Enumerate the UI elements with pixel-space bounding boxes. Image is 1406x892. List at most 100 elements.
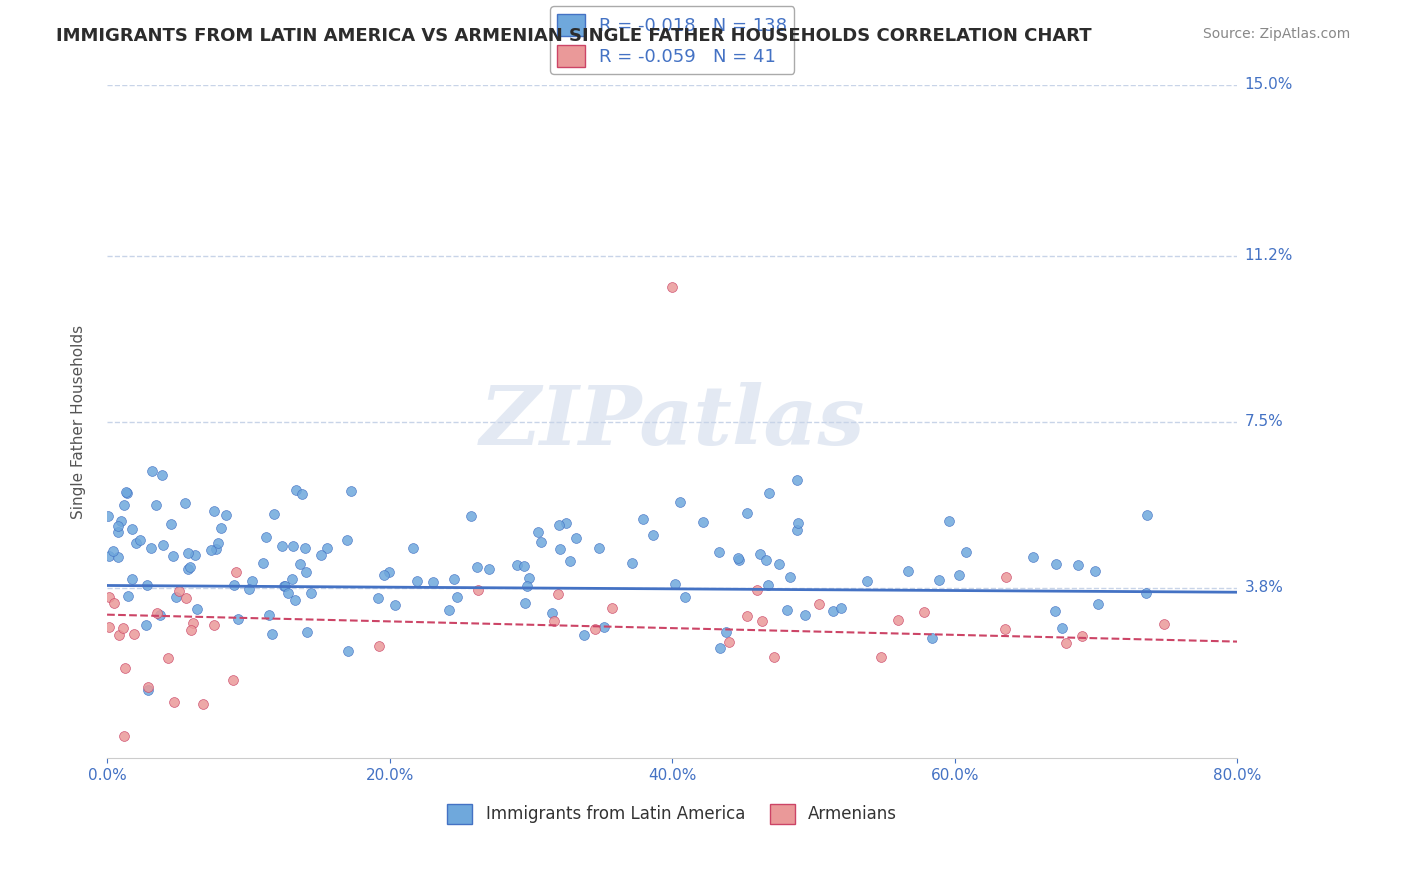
Point — [174, 591, 197, 605]
Point — [202, 504, 225, 518]
Point — [141, 465, 163, 479]
Point — [138, 680, 160, 694]
Point — [114, 484, 136, 499]
Point — [1071, 629, 1094, 643]
Point — [274, 578, 297, 592]
Point — [631, 512, 654, 526]
Point — [467, 583, 489, 598]
Point — [186, 601, 208, 615]
Point — [439, 603, 461, 617]
Point — [1043, 604, 1066, 618]
Point — [335, 533, 357, 548]
Point — [821, 604, 844, 618]
Point — [271, 539, 294, 553]
Point — [135, 617, 157, 632]
Point — [541, 607, 564, 621]
Point — [565, 531, 588, 545]
Point — [786, 473, 808, 487]
Point — [252, 556, 274, 570]
Text: 11.2%: 11.2% — [1244, 248, 1294, 263]
Point — [443, 572, 465, 586]
Point — [735, 506, 758, 520]
Point — [339, 484, 361, 499]
Point — [870, 649, 893, 664]
Point — [446, 591, 468, 605]
Point — [856, 574, 879, 589]
Text: Source: ZipAtlas.com: Source: ZipAtlas.com — [1202, 27, 1350, 41]
Point — [555, 516, 578, 530]
Point — [669, 495, 692, 509]
Point — [714, 624, 737, 639]
Point — [588, 541, 610, 555]
Text: 3.8%: 3.8% — [1244, 580, 1284, 595]
Point — [664, 577, 686, 591]
Point — [146, 606, 169, 620]
Point — [422, 574, 444, 589]
Point — [1066, 558, 1088, 572]
Point — [526, 524, 548, 539]
Point — [755, 552, 778, 566]
Point — [1135, 585, 1157, 599]
Point — [145, 498, 167, 512]
Point — [156, 651, 179, 665]
Point — [297, 625, 319, 640]
Point — [336, 644, 359, 658]
Point — [277, 586, 299, 600]
Point — [727, 551, 749, 566]
Point — [284, 592, 307, 607]
Point — [465, 560, 488, 574]
Point — [779, 570, 801, 584]
Point — [661, 280, 683, 294]
Point — [180, 624, 202, 638]
Point — [547, 518, 569, 533]
Point — [938, 514, 960, 528]
Point — [122, 627, 145, 641]
Point — [1021, 549, 1043, 564]
Point — [184, 548, 207, 562]
Point — [543, 615, 565, 629]
Point — [150, 468, 173, 483]
Point — [315, 541, 337, 555]
Point — [373, 568, 395, 582]
Point — [221, 673, 243, 687]
Point — [673, 590, 696, 604]
Point — [620, 556, 643, 570]
Point — [762, 650, 785, 665]
Point — [97, 508, 120, 523]
Text: 7.5%: 7.5% — [1244, 414, 1284, 429]
Point — [295, 565, 318, 579]
Point — [756, 578, 779, 592]
Point — [204, 542, 226, 557]
Point — [1153, 616, 1175, 631]
Point — [200, 542, 222, 557]
Point — [174, 496, 197, 510]
Point — [378, 565, 401, 579]
Point — [793, 608, 815, 623]
Point — [1087, 597, 1109, 611]
Point — [583, 622, 606, 636]
Point — [240, 574, 263, 589]
Point — [226, 612, 249, 626]
Point — [311, 549, 333, 563]
Point — [114, 661, 136, 675]
Text: 15.0%: 15.0% — [1244, 78, 1294, 93]
Point — [135, 578, 157, 592]
Point — [921, 632, 943, 646]
Point — [183, 615, 205, 630]
Point — [367, 591, 389, 606]
Point — [786, 523, 808, 537]
Point — [110, 514, 132, 528]
Point — [368, 639, 391, 653]
Point — [516, 579, 538, 593]
Point — [162, 695, 184, 709]
Point — [572, 628, 595, 642]
Point — [285, 483, 308, 497]
Point — [478, 561, 501, 575]
Point — [994, 622, 1017, 636]
Point — [107, 519, 129, 533]
Point — [98, 620, 121, 634]
Point — [136, 683, 159, 698]
Text: IMMIGRANTS FROM LATIN AMERICA VS ARMENIAN SINGLE FATHER HOUSEHOLDS CORRELATION C: IMMIGRANTS FROM LATIN AMERICA VS ARMENIA… — [56, 27, 1092, 45]
Point — [222, 578, 245, 592]
Text: ZIPatlas: ZIPatlas — [479, 382, 865, 462]
